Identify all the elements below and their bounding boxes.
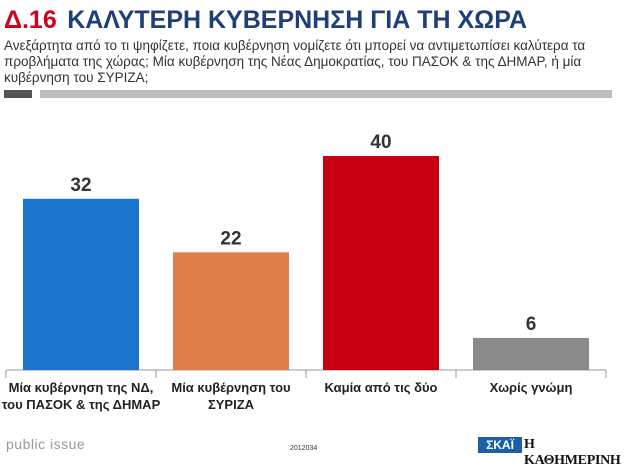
bar <box>23 198 139 370</box>
question-text: Ανεξάρτητα από το τι ψηφίζετε, ποια κυβέ… <box>4 38 586 85</box>
bar <box>323 156 439 370</box>
title-row: Δ.16 ΚΑΛΥΤΕΡΗ ΚΥΒΕΡΝΗΣΗ ΓΙΑ ΤΗ ΧΩΡΑ <box>4 6 527 35</box>
category-label: Μία κυβέρνηση της ΝΔ, <box>9 380 154 395</box>
bar-chart: 32 Μία κυβέρνηση της ΝΔ, του ΠΑΣΟΚ & της Δ… <box>2 132 607 412</box>
category-label: του ΠΑΣΟΚ & της ΔΗΜΑΡ <box>2 397 161 412</box>
survey-code: 2012034 <box>290 445 318 452</box>
category-label: Μία κυβέρνηση του <box>171 380 291 395</box>
data-label: 22 <box>220 228 241 249</box>
category-label: Καμία από τις δύο <box>325 380 438 395</box>
brand-logo: public issue <box>6 436 86 452</box>
skai-logo: ΣΚΑΪ <box>478 437 522 453</box>
page-title: ΚΑΛΥΤΕΡΗ ΚΥΒΕΡΝΗΣΗ ΓΙΑ ΤΗ ΧΩΡΑ <box>67 6 528 34</box>
category-label: Χωρίς γνώμη <box>490 380 573 395</box>
separator-dark <box>4 90 32 98</box>
category-label: ΣΥΡΙΖΑ <box>208 397 255 412</box>
data-label: 32 <box>70 175 91 196</box>
data-label: 6 <box>526 314 537 335</box>
bar <box>173 252 289 370</box>
data-label: 40 <box>370 132 391 153</box>
bar <box>473 337 589 370</box>
separator-light <box>40 90 612 98</box>
question-number: Δ.16 <box>4 6 57 34</box>
kathimerini-logo: Η ΚΑΘΗΜΕΡΙΝΗ <box>524 437 621 468</box>
